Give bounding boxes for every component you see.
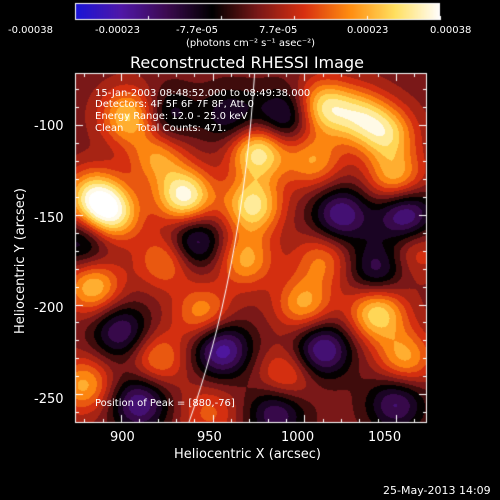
- colorbar-tick-label: 7.7e-05: [259, 25, 298, 36]
- energy-range-text: Energy Range: 12.0 - 25.0 keV: [95, 111, 248, 122]
- clean-counts-text: Clean Total Counts: 471.: [95, 123, 227, 134]
- x-tick-label: 900: [110, 430, 135, 445]
- y-tick-label: -200: [34, 301, 64, 316]
- x-tick-label: 1000: [281, 430, 315, 445]
- peak-position-text: Position of Peak = [880,-76]: [95, 398, 235, 409]
- time-range-text: 15-Jan-2003 08:48:52.000 to 08:49:38.000: [95, 88, 311, 99]
- colorbar-units: (photons cm⁻² s⁻¹ asec⁻²): [186, 38, 316, 49]
- y-tick-label: -100: [34, 119, 64, 134]
- y-axis-title: Heliocentric Y (arcsec): [13, 188, 28, 334]
- x-tick-label: 1050: [368, 430, 402, 445]
- plot-title: Reconstructed RHESSI Image: [130, 53, 364, 72]
- x-axis-title: Heliocentric X (arcsec): [174, 447, 321, 462]
- colorbar-tick-label: -0.00023: [95, 25, 140, 36]
- colorbar-tick-label: 0.00038: [430, 25, 472, 36]
- colorbar-tick-label: -0.00038: [8, 25, 53, 36]
- y-tick-label: -150: [34, 211, 64, 226]
- timestamp: 25-May-2013 14:09: [383, 484, 491, 497]
- detectors-text: Detectors: 4F 5F 6F 7F 8F, Att 0: [95, 99, 255, 110]
- colorbar-tick-label: 0.00023: [347, 25, 389, 36]
- y-tick-label: -250: [34, 392, 64, 407]
- colorbar-tick-label: -7.7e-05: [176, 25, 218, 36]
- x-tick-label: 950: [197, 430, 222, 445]
